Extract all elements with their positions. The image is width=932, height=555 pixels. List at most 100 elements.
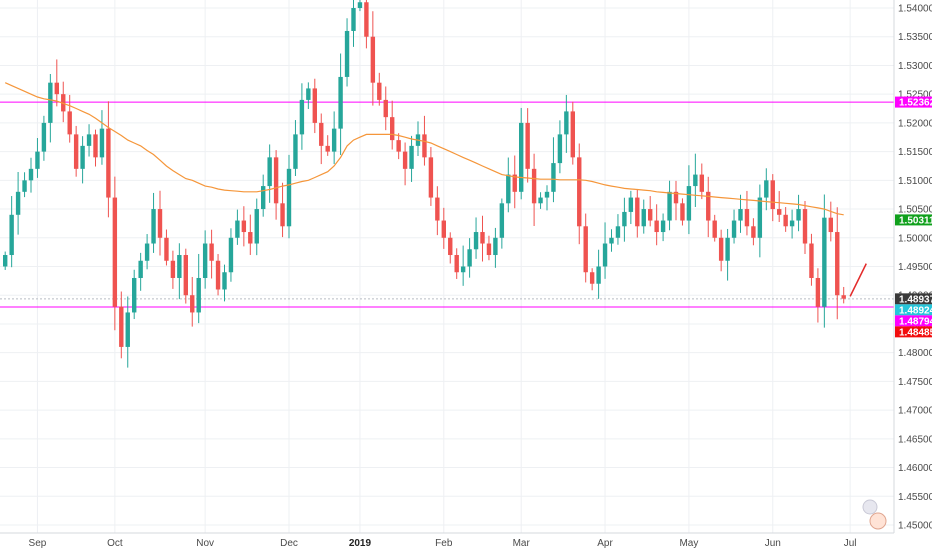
price-badge xyxy=(895,96,932,108)
candle-body xyxy=(538,197,543,204)
time-tick-label: Jun xyxy=(765,538,781,549)
candle-body xyxy=(448,237,453,256)
candle-body xyxy=(577,157,582,227)
candle-body xyxy=(67,111,72,135)
candle-body xyxy=(80,145,85,169)
price-axis-background xyxy=(894,0,932,550)
candle-body xyxy=(667,191,672,221)
candle-body xyxy=(635,197,640,227)
price-badge-label: 1.48794 xyxy=(899,316,932,327)
candle-body xyxy=(402,151,408,169)
time-tick-label: 2019 xyxy=(349,538,372,549)
candle-body xyxy=(138,260,143,278)
candle-body xyxy=(654,220,659,233)
time-tick-label: Jul xyxy=(844,538,857,549)
candle-body xyxy=(751,226,756,238)
price-tick-label: 1.51500 xyxy=(898,147,932,158)
time-tick-label: Sep xyxy=(29,538,47,549)
time-tick-label: Feb xyxy=(435,538,453,549)
price-tick-label: 1.52000 xyxy=(898,118,932,129)
candle-body xyxy=(557,134,563,164)
price-tick-label: 1.52500 xyxy=(898,90,932,101)
time-tick-label: Mar xyxy=(513,538,531,549)
candle-body xyxy=(319,122,324,146)
candle-body xyxy=(757,197,763,238)
candle-body xyxy=(596,266,601,284)
candle-body xyxy=(441,220,446,238)
candle-body xyxy=(519,122,524,192)
candle-body xyxy=(506,174,511,204)
candle-body xyxy=(680,203,685,221)
time-tick-label: Oct xyxy=(107,538,123,549)
candle-body xyxy=(493,237,498,256)
candle-body xyxy=(731,220,737,238)
candle-body xyxy=(35,151,40,169)
candle-body xyxy=(609,237,614,244)
price-tick-label: 1.53000 xyxy=(898,61,932,72)
candle-body xyxy=(660,220,666,233)
candle-body xyxy=(125,312,130,347)
candle-body xyxy=(228,237,234,273)
candle-body xyxy=(48,82,53,123)
time-tick-label: May xyxy=(679,538,698,549)
candle-body xyxy=(254,209,259,244)
candle-body xyxy=(622,211,627,227)
candle-body xyxy=(602,243,608,267)
price-badge-label: 1.48924 xyxy=(899,305,932,316)
candle-body xyxy=(712,220,717,238)
candle-body xyxy=(273,157,279,204)
candle-body xyxy=(480,232,485,244)
candle-body xyxy=(828,217,833,233)
logo-circle-bottom xyxy=(869,512,887,530)
price-tick-label: 1.54000 xyxy=(898,4,932,15)
candle-body xyxy=(15,191,21,215)
candle-body xyxy=(73,134,79,169)
candle-body xyxy=(686,186,692,221)
candle-body xyxy=(435,197,440,221)
candle-body xyxy=(331,128,337,152)
candle-body xyxy=(177,255,182,278)
candle-body xyxy=(370,36,376,83)
candle-body xyxy=(699,174,704,192)
candle-body xyxy=(119,306,124,347)
candle-body xyxy=(718,237,724,261)
candle-body xyxy=(693,174,698,187)
candle-body xyxy=(132,277,137,313)
candle-body xyxy=(215,260,221,290)
candle-body xyxy=(531,168,537,204)
candle-body xyxy=(241,220,247,233)
candle-body xyxy=(344,30,350,77)
candle-body xyxy=(551,163,556,192)
candle-body xyxy=(209,243,214,261)
price-tick-label: 1.47000 xyxy=(898,406,932,417)
price-badge xyxy=(895,315,932,327)
time-axis[interactable]: Sep Oct Nov Dec 2019 Feb Mar Apr May Jun Jul xyxy=(29,538,857,549)
candle-body xyxy=(183,255,188,296)
candle-body xyxy=(235,220,240,238)
candle-body xyxy=(261,186,266,210)
price-tick-label: 1.47500 xyxy=(898,377,932,388)
candle-body xyxy=(815,277,821,307)
candle-body xyxy=(86,134,92,146)
time-tick-label: Dec xyxy=(280,538,298,549)
candle-body xyxy=(267,157,272,187)
candle-body xyxy=(802,209,808,244)
candle-body xyxy=(202,243,208,278)
price-badge-label: 1.52362 xyxy=(899,98,932,109)
price-tick-label: 1.45500 xyxy=(898,492,932,503)
candle-body xyxy=(396,140,401,152)
candle-body xyxy=(738,209,743,221)
candle-body xyxy=(41,122,47,152)
candle-body xyxy=(796,209,801,221)
projection-arrow-line xyxy=(849,263,867,297)
price-badge xyxy=(895,326,932,338)
price-badge-label: 1.48485 xyxy=(899,327,932,338)
projection-arrow xyxy=(849,263,867,297)
candle-body xyxy=(54,82,59,95)
candle-body xyxy=(325,145,330,152)
candle-body xyxy=(428,157,434,198)
candles xyxy=(3,0,846,368)
price-tick-label: 1.51000 xyxy=(898,176,932,187)
